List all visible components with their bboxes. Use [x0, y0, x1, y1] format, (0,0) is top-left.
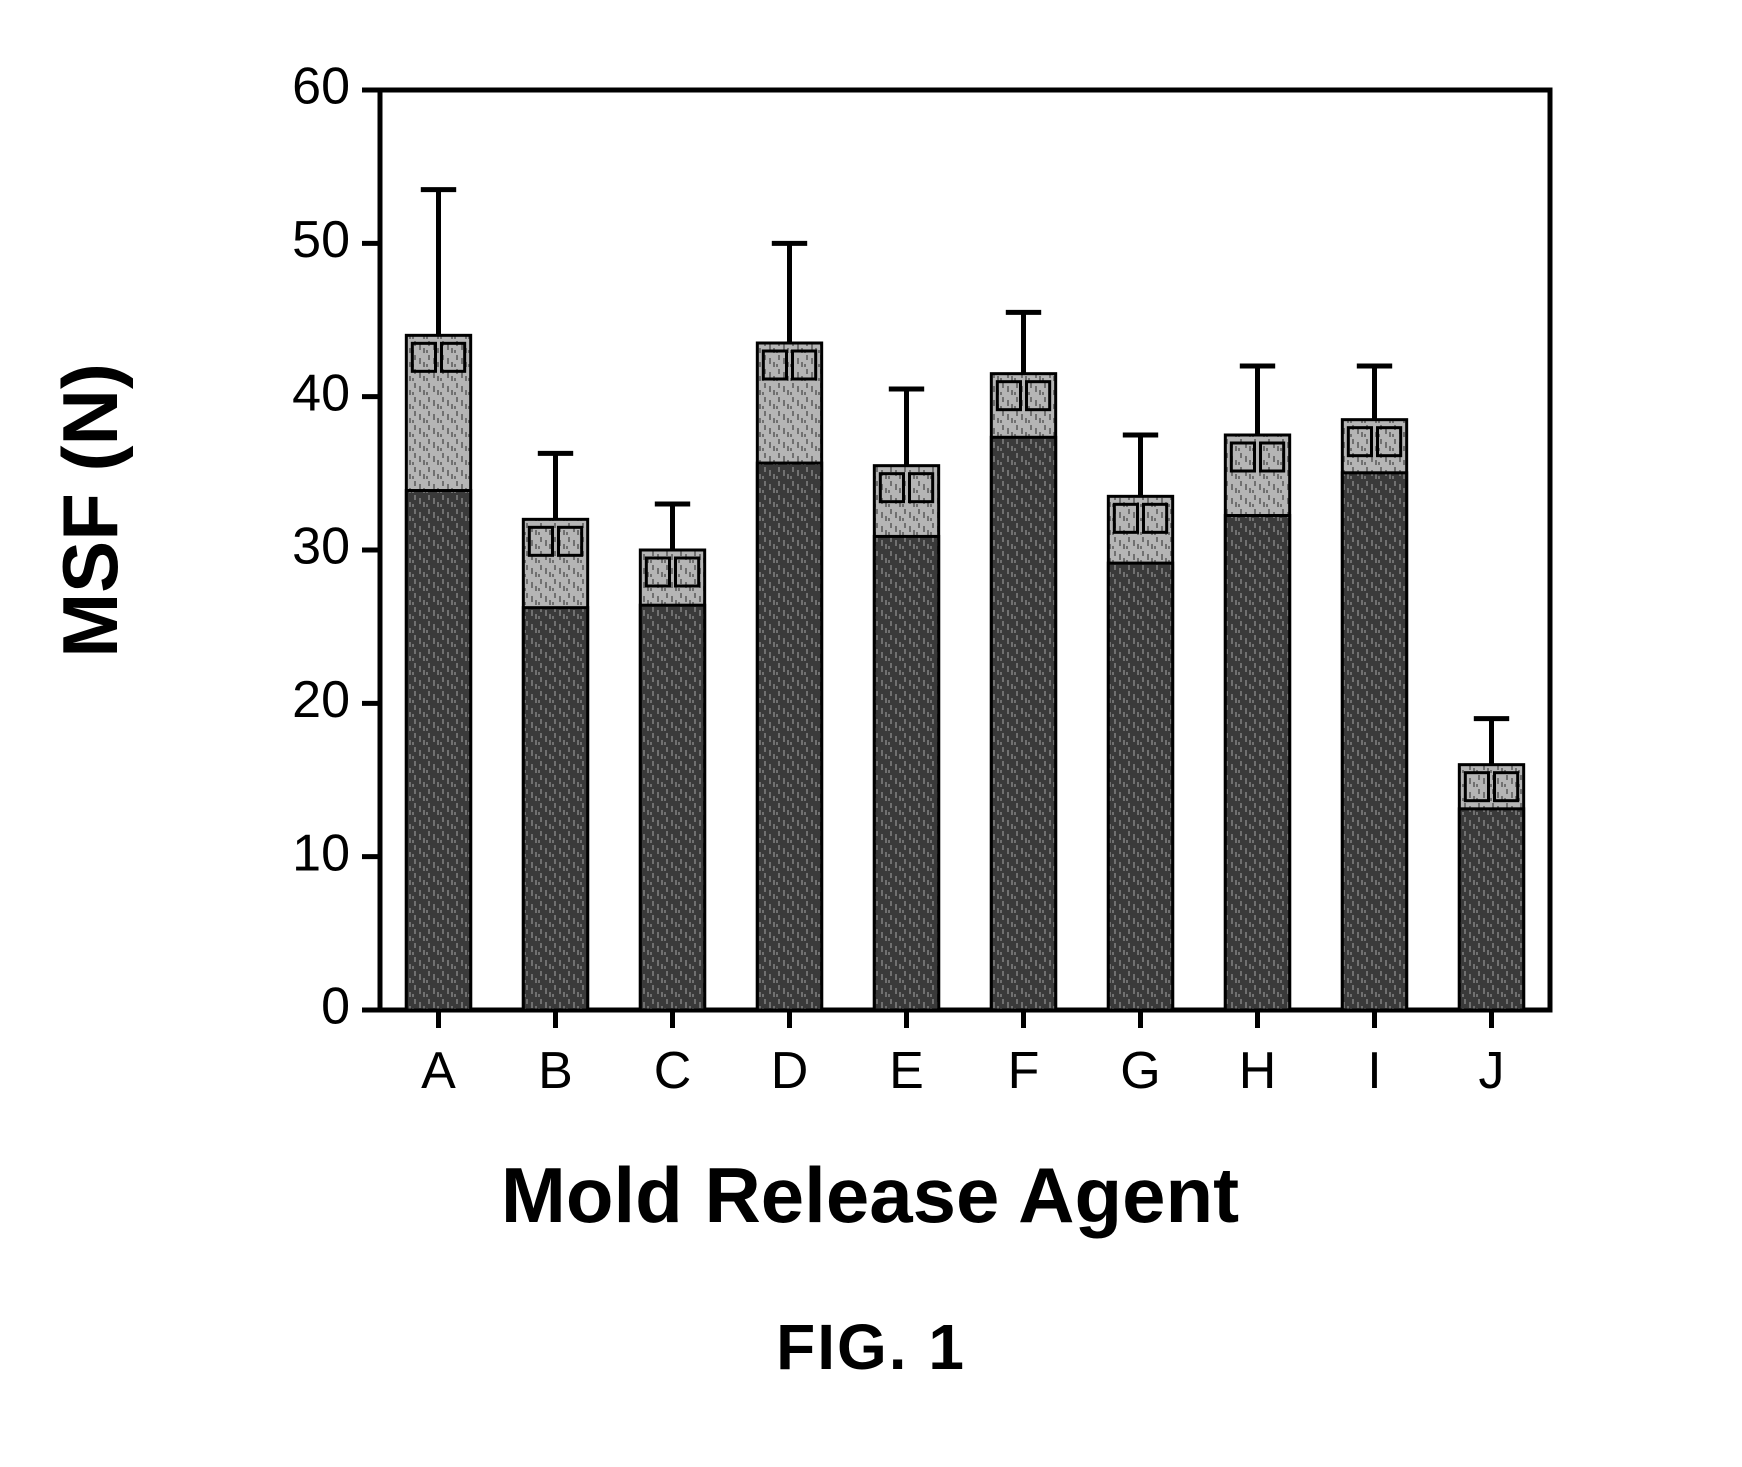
- category-label: F: [1008, 1042, 1040, 1100]
- bar-lower: [406, 491, 470, 1010]
- bar-chart: 0 10 20 30 40 50 60 A B C D E F G H I J: [160, 60, 1580, 1160]
- category-label: A: [421, 1042, 456, 1100]
- figure-caption-text: FIG. 1: [776, 1311, 966, 1383]
- figure-caption: FIG. 1: [0, 1310, 1742, 1384]
- bar-lower: [1459, 809, 1523, 1010]
- category-label: J: [1479, 1042, 1505, 1100]
- bar-lower: [1225, 516, 1289, 1011]
- svg-text:40: 40: [292, 364, 350, 422]
- category-label: E: [889, 1042, 924, 1100]
- category-label: C: [654, 1042, 692, 1100]
- bar-lower: [991, 437, 1055, 1010]
- y-axis-label: MSF (N): [50, 60, 130, 960]
- bar-lower: [874, 536, 938, 1010]
- page: MSF (N) 0 10 20 30 40 50 60 A B C D E F G H I J Mold Rel…: [0, 0, 1742, 1467]
- category-label: H: [1239, 1042, 1277, 1100]
- y-axis-label-text: MSF (N): [45, 363, 136, 658]
- bar-lower: [757, 463, 821, 1010]
- bar-lower: [1108, 563, 1172, 1010]
- category-label: B: [538, 1042, 573, 1100]
- category-label: I: [1367, 1042, 1381, 1100]
- svg-text:20: 20: [292, 671, 350, 729]
- bar-lower: [640, 605, 704, 1010]
- svg-text:10: 10: [292, 824, 350, 882]
- bar-lower: [523, 608, 587, 1010]
- svg-text:60: 60: [292, 60, 350, 116]
- category-label: D: [771, 1042, 809, 1100]
- svg-text:50: 50: [292, 211, 350, 269]
- x-axis-label: Mold Release Agent: [160, 1150, 1580, 1241]
- chart-area: 0 10 20 30 40 50 60 A B C D E F G H I J: [160, 60, 1580, 1160]
- svg-text:0: 0: [321, 978, 350, 1036]
- x-axis-label-text: Mold Release Agent: [501, 1151, 1239, 1239]
- svg-text:30: 30: [292, 518, 350, 576]
- bar-lower: [1342, 473, 1406, 1010]
- category-label: G: [1120, 1042, 1160, 1100]
